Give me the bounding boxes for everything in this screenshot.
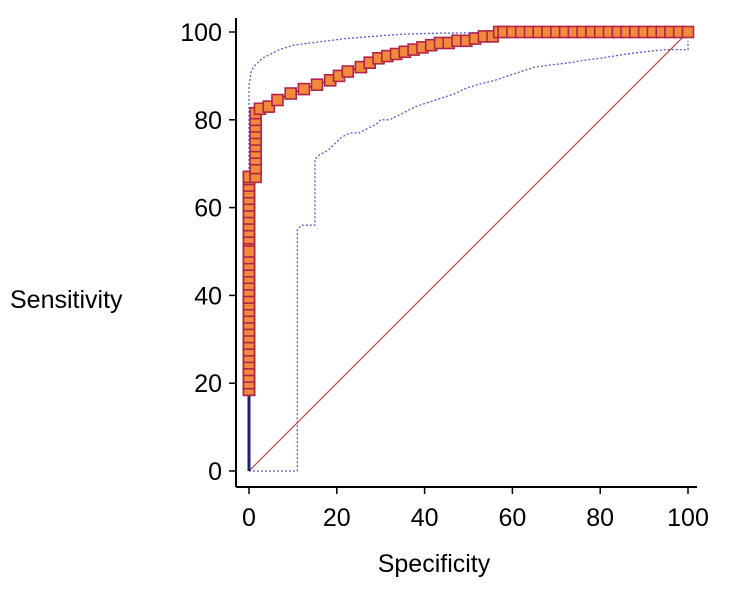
roc-curve-layer	[242, 25, 695, 471]
ci-upper-line	[248, 31, 688, 177]
roc-point-marker	[297, 82, 311, 96]
roc-point-marker	[310, 78, 324, 91]
x-tick-label: 20	[323, 504, 351, 532]
roc-point-marker	[271, 93, 284, 107]
confidence-interval-layer	[248, 31, 689, 472]
y-tick-label: 0	[208, 458, 222, 486]
x-tick-label: 100	[667, 504, 709, 532]
x-tick-label: 80	[586, 504, 614, 532]
ticks-layer: 0 20 40 60 80 100 0 20 40 60 80 100	[180, 19, 709, 532]
y-tick-label: 40	[194, 282, 222, 310]
y-tick-label: 100	[180, 19, 222, 47]
roc-point-marker	[242, 245, 256, 258]
y-tick-label: 20	[194, 370, 222, 398]
ci-lower-line	[249, 40, 689, 472]
x-axis-title: Specificity	[378, 550, 491, 578]
reference-diagonal-line	[248, 31, 689, 472]
y-tick-label: 80	[194, 107, 222, 135]
reference-line-layer	[248, 31, 689, 472]
x-tick-label: 0	[242, 504, 256, 532]
roc-point-marker	[262, 100, 276, 113]
x-tick-label: 40	[411, 504, 439, 532]
x-tick-label: 60	[498, 504, 526, 532]
y-tick-label: 60	[194, 195, 222, 223]
roc-point-marker	[341, 65, 355, 78]
y-axis-title: Sensitivity	[10, 286, 123, 314]
roc-point-marker	[681, 25, 695, 39]
roc-point-marker	[284, 87, 298, 100]
axes-layer	[235, 18, 697, 488]
